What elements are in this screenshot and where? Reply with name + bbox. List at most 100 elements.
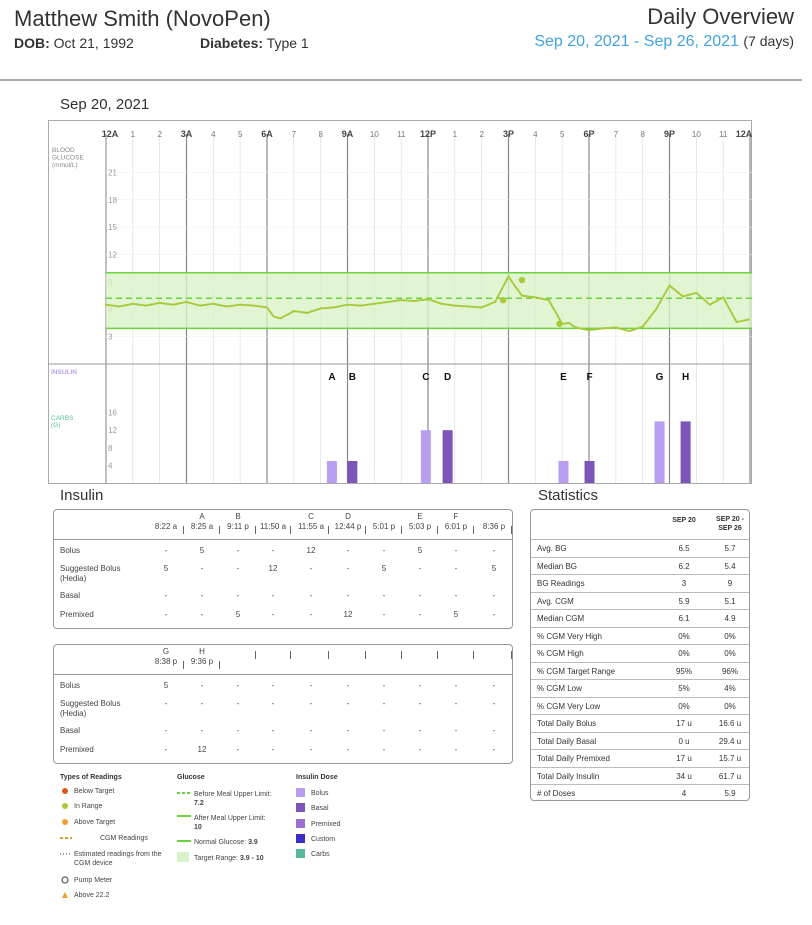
stat-value-range: 0% [724,631,736,641]
cgm-segment [467,305,483,309]
dose-letter-header [291,647,331,657]
insulin-cell: 5 [417,546,423,555]
column-tick [328,651,329,659]
cgm-segment [105,303,121,308]
insulin-cell: 12 [306,546,316,555]
insulin-cell: - [271,699,275,708]
insulin-cell: - [200,681,204,690]
dose-letter-header: A [199,512,205,521]
x-tick-label: 11 [719,130,728,139]
stat-value-day: 95% [675,666,692,676]
x-tick-label: 2 [157,130,162,139]
stat-col1-header: SEP 20 [672,517,696,524]
x-tick-label: 4 [211,130,216,139]
dose-time-header [436,647,476,659]
cgm-segment [588,327,604,332]
x-tick-label: 11 [397,130,406,139]
insulin-cell: - [418,681,422,690]
report-date-range: Sep 20, 2021 - Sep 26, 2021 (7 days) [534,33,794,51]
stat-label: Total Daily Insulin [537,771,600,781]
stat-row: % CGM High 0% 0% [531,644,749,662]
dose-letter: F [586,372,592,383]
insulin-cell: - [382,610,386,619]
dose-bar [584,461,595,483]
dose-letter: A [328,372,335,383]
bg-reading-point [556,320,563,328]
date-range[interactable]: Sep 20, 2021 - Sep 26, 2021 [534,33,739,50]
cgm-segment [695,291,711,306]
dose-time-header: 5:01 p [364,512,404,534]
dose-bar [442,430,453,483]
dose-time-header [291,647,331,659]
normal-label: Normal Glucose: [194,839,247,846]
stat-value-range: 4% [724,684,736,693]
stat-value-range: 9 [727,579,733,588]
bolus-icon [296,788,305,797]
stat-value-day: 0% [678,649,690,658]
legend-glucose-icons [177,792,191,862]
days-count: (7 days) [743,33,794,49]
insulin-cell: - [418,726,422,735]
cgm-segment [574,326,590,332]
cgm-segment [480,300,497,309]
insulin-cell: - [200,699,204,708]
cgm-segment [735,318,751,324]
dose-time: 5:01 p [372,522,396,531]
above-22-icon [62,892,68,898]
column-tick [473,526,474,534]
dose-time: 5:03 p [408,522,432,531]
x-tick-label: 12A [102,129,119,139]
insulin-cell: - [271,745,275,754]
column-tick [401,651,402,659]
column-tick [401,526,402,534]
stat-label: Median CGM [537,614,585,623]
insulin-cell: - [346,564,350,573]
insulin-cell: - [346,681,350,690]
legend-pump-meter: Pump Meter [74,877,113,884]
stat-value-day: 17 u [676,719,692,728]
stat-label: % CGM Very Low [537,701,601,711]
dose-time: 6:01 p [444,522,468,531]
stat-label: % CGM Target Range [537,666,616,676]
insulin-cell: 12 [343,610,353,619]
dose-letter-header [253,647,293,657]
insulin-section-title: Insulin [60,487,104,504]
insulin-cell: - [200,610,204,619]
before-meal-label: Before Meal Upper Limit: [194,791,272,798]
dose-time: 8:25 a [190,522,214,531]
insulin-cell: - [492,745,496,754]
stat-value-day: 4 [681,789,687,798]
dose-time-header: H 9:36 p [182,647,222,669]
stat-row: Total Daily Premixed 17 u 15.7 u [531,749,749,767]
dob-label: DOB: [14,35,50,51]
y-tick-label: 3 [108,333,113,342]
cgm-segment [386,299,403,303]
insulin-cell: 5 [381,564,387,573]
cgm-segment [185,300,201,307]
dose-letter-header: E [417,512,423,521]
cgm-segment [655,284,671,311]
legend-basal: Basal [311,805,329,812]
insulin-cell: - [200,726,204,735]
target-label: Target Range: [194,855,238,862]
dose-letter-header: C [308,512,314,521]
stat-value-range: 16.6 u [718,719,742,728]
cgm-segment [373,300,389,305]
insulin-row-label: Premixed [60,610,94,619]
stat-value-range: 5.4 [724,561,736,571]
premixed-icon [296,819,305,828]
stat-value-range: 61.7 u [718,771,742,781]
stat-label: BG Readings [537,579,585,588]
stat-row: Median BG 6.2 5.4 [531,556,749,575]
stat-value-day: 6.1 [678,614,690,623]
cgm-segment [292,310,309,314]
insulin-cell: - [382,726,386,735]
stat-value-range: 5.7 [724,544,736,553]
dose-letter-header [400,647,440,657]
stat-value-day: 6.2 [678,561,690,571]
stat-col2-header: SEP 20 - SEP 26 [716,516,744,532]
insulin-cell: - [382,699,386,708]
insulin-cell: 5 [235,610,241,619]
x-tick-label: 1 [453,130,458,139]
insulin-row-label: Basal [60,591,81,600]
